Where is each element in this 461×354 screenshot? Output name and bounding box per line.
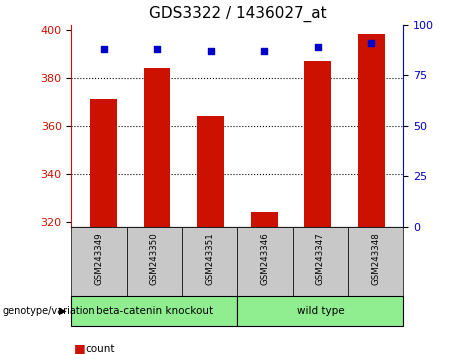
Text: beta-catenin knockout: beta-catenin knockout: [96, 306, 213, 316]
Text: wild type: wild type: [296, 306, 344, 316]
Text: GSM243347: GSM243347: [316, 232, 325, 285]
Point: [314, 44, 321, 50]
Point: [367, 40, 375, 46]
Text: GSM243346: GSM243346: [260, 232, 270, 285]
Text: genotype/variation: genotype/variation: [2, 306, 95, 316]
Text: ■: ■: [74, 342, 85, 354]
Point: [100, 46, 107, 52]
Bar: [90, 99, 117, 227]
Title: GDS3322 / 1436027_at: GDS3322 / 1436027_at: [148, 6, 326, 22]
Bar: [304, 61, 331, 227]
Point: [154, 46, 161, 52]
Bar: [251, 212, 278, 227]
Text: GSM243351: GSM243351: [205, 232, 214, 285]
Point: [207, 48, 214, 54]
Bar: [358, 34, 384, 227]
Bar: [144, 68, 171, 227]
Bar: [197, 116, 224, 227]
Text: ▶: ▶: [59, 306, 66, 316]
Text: count: count: [85, 344, 115, 354]
Text: GSM243349: GSM243349: [95, 232, 104, 285]
Text: GSM243350: GSM243350: [150, 232, 159, 285]
Text: GSM243348: GSM243348: [371, 232, 380, 285]
Point: [260, 48, 268, 54]
